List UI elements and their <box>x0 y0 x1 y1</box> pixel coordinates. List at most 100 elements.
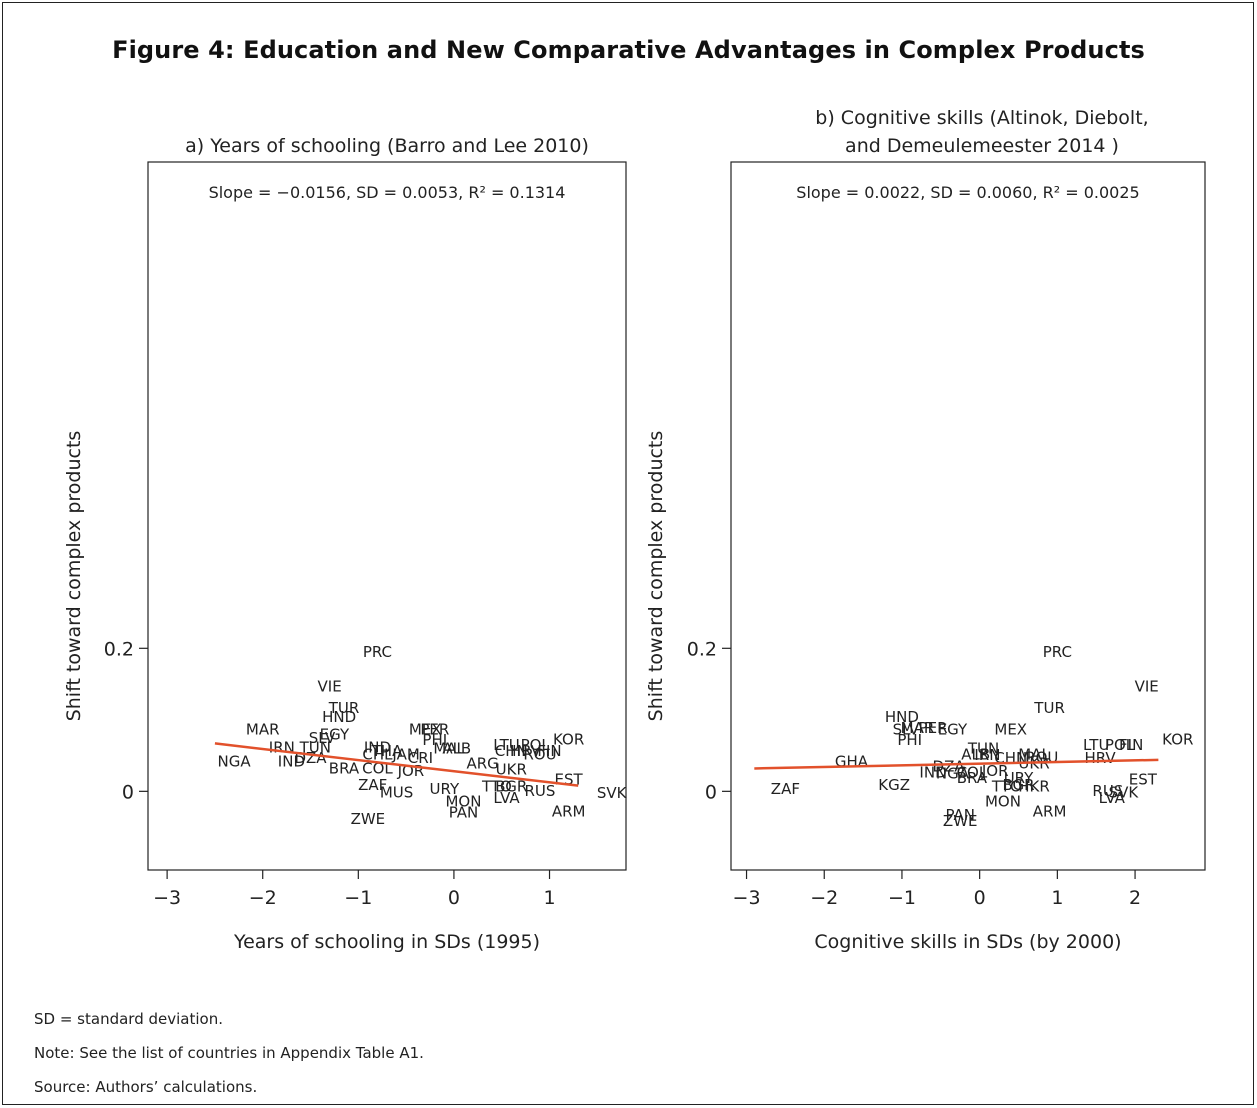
point-label: MAR <box>901 719 935 737</box>
point-label: VIE <box>318 677 342 695</box>
point-label: ARM <box>552 803 586 821</box>
point-label: HKR <box>1018 778 1050 796</box>
point-label: TUN <box>967 740 999 758</box>
point-label: SVK <box>1109 783 1140 801</box>
point-label: MEX <box>994 720 1027 738</box>
panel-title: b) Cognitive skills (Altinok, Diebolt, <box>815 107 1148 129</box>
point-label: SLV <box>893 720 920 738</box>
point-label: ALB <box>961 745 990 763</box>
point-label: PAN <box>945 806 975 824</box>
point-label: ZAF <box>358 776 387 794</box>
x-tick-label: 1 <box>543 887 555 909</box>
point-label: TTO <box>481 778 512 796</box>
panel-a: a) Years of schooling (Barro and Lee 201… <box>63 135 628 953</box>
x-tick-label: 0 <box>974 887 986 909</box>
point-label: URY <box>430 780 460 798</box>
point-label: PRC <box>363 643 392 661</box>
x-tick-label: −1 <box>344 887 372 909</box>
y-tick-label: 0 <box>122 781 134 803</box>
point-label: MAL <box>1018 745 1050 763</box>
point-label: MUS <box>380 783 413 801</box>
point-label: HND <box>885 708 919 726</box>
panel-b: b) Cognitive skills (Altinok, Diebolt, an… <box>645 107 1206 953</box>
fit-line <box>214 742 579 787</box>
point-label: NGA <box>217 753 251 771</box>
point-label: ZAF <box>771 780 800 798</box>
x-tick-label: −3 <box>733 887 761 909</box>
x-tick-label: 1 <box>1051 887 1063 909</box>
x-axis-label: Cognitive skills in SDs (by 2000) <box>814 931 1121 953</box>
point-label: TUR <box>328 699 360 717</box>
point-label: SVK <box>597 784 628 802</box>
point-label: MON <box>985 793 1021 811</box>
point-label: PER <box>919 719 948 737</box>
point-label: BRA <box>329 760 360 778</box>
plot-area <box>730 161 1206 871</box>
point-label: JOR <box>981 762 1009 780</box>
note-appendix: Note: See the list of countries in Appen… <box>34 1044 424 1062</box>
x-tick-label: −2 <box>810 887 838 909</box>
point-label: ROU <box>523 745 556 763</box>
point-label: ARG <box>466 755 498 773</box>
point-label: HRV <box>510 742 542 760</box>
x-tick-label: 0 <box>448 887 460 909</box>
figure-notes: SD = standard deviation. Note: See the l… <box>34 1002 424 1104</box>
point-label: IND <box>364 738 391 756</box>
charts-canvas: a) Years of schooling (Barro and Lee 201… <box>63 107 1206 953</box>
point-label: TUR <box>1033 699 1065 717</box>
point-label: POL <box>1105 736 1135 754</box>
point-label: KOR <box>553 730 584 748</box>
point-label: JAM <box>391 745 419 763</box>
note-sd: SD = standard deviation. <box>34 1010 223 1028</box>
point-label: URY <box>1004 769 1034 787</box>
point-label: LVA <box>1099 789 1126 807</box>
point-label: MAL <box>433 740 465 758</box>
point-label: PRC <box>1043 643 1072 661</box>
panel-title: and Demeulemeester 2014 ) <box>845 135 1119 157</box>
x-axis-label: Years of schooling in SDs (1995) <box>233 931 540 953</box>
point-label: LVA <box>493 789 520 807</box>
panel-title: a) Years of schooling (Barro and Lee 201… <box>185 135 589 157</box>
point-label: IND <box>919 763 946 781</box>
point-label: FIN <box>1119 736 1143 754</box>
point-label: DZA <box>933 758 966 776</box>
point-label: TTO <box>991 778 1022 796</box>
fit-line <box>754 758 1159 770</box>
point-label: RUS <box>524 782 555 800</box>
point-label: BGR <box>1002 776 1034 794</box>
point-label: PHI <box>897 731 922 749</box>
point-label: DZA <box>294 749 327 767</box>
point-label: NGA <box>936 765 970 783</box>
y-axis-label: Shift toward complex products <box>63 431 85 722</box>
note-source: Source: Authors’ calculations. <box>34 1078 258 1096</box>
point-label: GHA <box>835 753 869 771</box>
point-label: COL <box>957 763 988 781</box>
point-label: PAN <box>449 803 479 821</box>
point-label: MAR <box>246 720 280 738</box>
x-tick-label: −1 <box>888 887 916 909</box>
point-label: PHI <box>422 731 447 749</box>
point-label: LTU <box>1083 736 1109 754</box>
point-label: HRV <box>1085 749 1117 767</box>
point-label: KGZ <box>878 776 910 794</box>
point-label: BGR <box>495 778 527 796</box>
point-label: BRA <box>957 769 988 787</box>
y-tick-label: 0.2 <box>104 638 134 660</box>
y-axis-label: Shift toward complex products <box>645 431 667 722</box>
point-label: KOR <box>1162 730 1193 748</box>
point-label: EST <box>1129 770 1158 788</box>
x-tick-label: −2 <box>249 887 277 909</box>
point-label: UKR <box>496 760 527 778</box>
y-tick-label: 0 <box>705 781 717 803</box>
point-label: FIN <box>537 742 561 760</box>
y-tick-label: 0.2 <box>687 638 717 660</box>
point-label: MON <box>445 793 481 811</box>
x-tick-label: 2 <box>1129 887 1141 909</box>
point-label: IND <box>278 753 305 771</box>
slope-annotation: Slope = 0.0022, SD = 0.0060, R² = 0.0025 <box>796 183 1139 202</box>
point-label: THA <box>371 742 403 760</box>
x-tick-label: −3 <box>153 887 181 909</box>
point-label: IRN <box>974 746 1000 764</box>
point-label: CRI <box>408 749 433 767</box>
